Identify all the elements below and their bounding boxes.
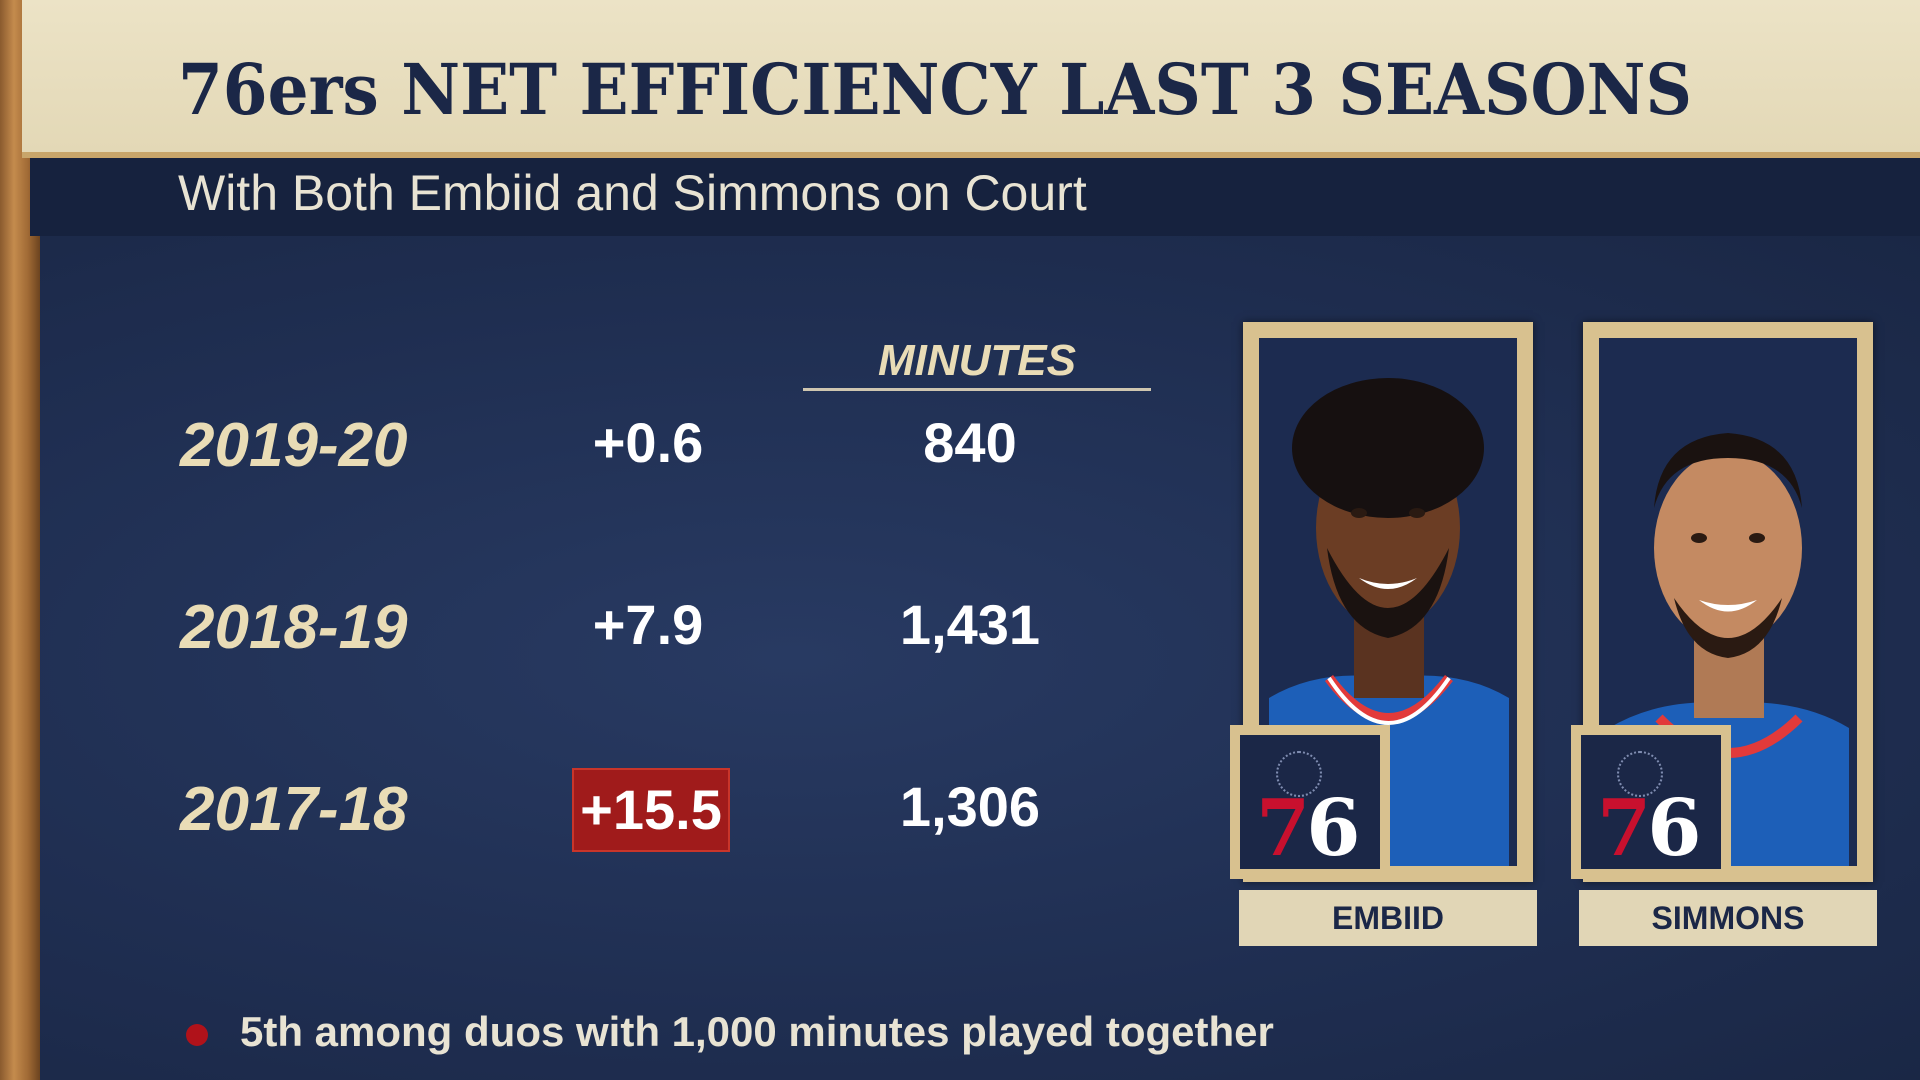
- minutes-header-divider: [803, 388, 1151, 391]
- minutes-value: 840: [923, 411, 1017, 474]
- stars-ring-icon: [1617, 751, 1663, 797]
- table-row: 2019-20 +0.6 840: [0, 410, 1200, 490]
- team-logo-tile: 76: [1571, 725, 1731, 879]
- player-nameplate: EMBIID: [1239, 890, 1537, 946]
- subtitle: With Both Embiid and Simmons on Court: [178, 165, 1087, 221]
- season-label: 2019-20: [180, 411, 408, 480]
- bullet-dot-icon: [186, 1024, 208, 1046]
- minutes-value: 1,306: [899, 775, 1041, 838]
- player-photo-embiid: [1259, 338, 1517, 866]
- sixers-76-logo: 76: [1256, 783, 1361, 874]
- title-banner: [22, 0, 1920, 152]
- table-row: 2017-18 +15.5 1,306: [0, 768, 1200, 854]
- minutes-value: 1,431: [899, 593, 1041, 656]
- season-label: 2018-19: [180, 593, 408, 662]
- net-efficiency-value-highlighted: +15.5: [572, 768, 730, 852]
- table-row: 2018-19 +7.9 1,431: [0, 592, 1200, 672]
- footnote: 5th among duos with 1,000 minutes played…: [240, 1008, 1274, 1055]
- minutes-column-header: MINUTES: [878, 336, 1076, 385]
- sixers-76-logo: 76: [1597, 783, 1702, 874]
- page-title: 76ers NET EFFICIENCY LAST 3 SEASONS: [178, 48, 1693, 131]
- season-label: 2017-18: [180, 775, 408, 844]
- net-efficiency-value: +0.6: [592, 411, 704, 474]
- player-nameplate: SIMMONS: [1579, 890, 1877, 946]
- net-efficiency-value: +7.9: [592, 593, 704, 656]
- stars-ring-icon: [1276, 751, 1322, 797]
- team-logo-tile: 76: [1230, 725, 1390, 879]
- subtitle-bar: [30, 158, 1920, 236]
